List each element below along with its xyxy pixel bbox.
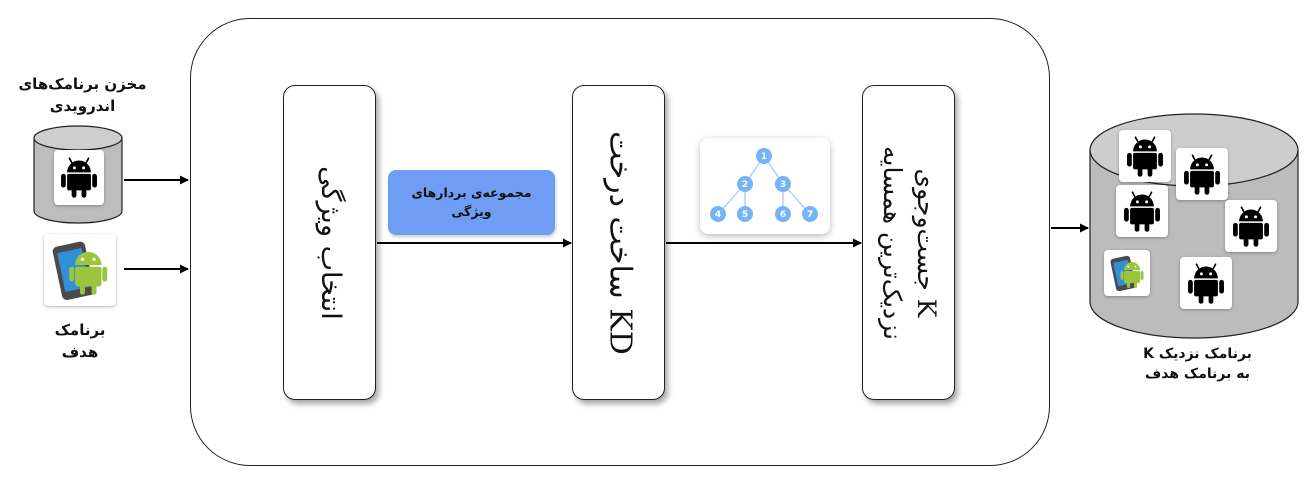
output-app-tile-4 (1225, 200, 1277, 252)
android-icon (1184, 261, 1228, 305)
android-icon (1123, 134, 1167, 178)
tree-graph: 1 2 3 4 5 6 7 (710, 148, 818, 222)
output-label: K برنامک نزدیک به برنامک هدف (1143, 346, 1252, 383)
tree-node-label-2: 2 (742, 180, 748, 190)
kd-tree-stage: ساخت درخت KD (572, 85, 665, 400)
tree-node-7 (802, 206, 818, 222)
output-app-tile-3 (1116, 185, 1168, 237)
tree-node-label-6: 6 (780, 210, 786, 220)
target-app-label: برنامک هدف (54, 321, 106, 361)
output-app-tile-1 (1119, 130, 1171, 182)
android-icon (1120, 189, 1164, 233)
repository-app-tile (54, 150, 104, 205)
tree-node-2 (737, 176, 753, 192)
repository-title: مخزن برنامک‌های اندرویدی (18, 75, 147, 115)
tree-node-1 (756, 148, 772, 164)
android-icon (1180, 152, 1224, 196)
feature-selection-stage: انتخاب ویژگی (283, 85, 376, 400)
tree-node-5 (737, 206, 753, 222)
tree-node-3 (775, 176, 791, 192)
output-app-tile-5 (1180, 257, 1232, 309)
android-phone-icon (1107, 253, 1147, 293)
tree-node-label-5: 5 (742, 210, 748, 220)
tree-node-label-7: 7 (807, 210, 813, 220)
tree-node-label-3: 3 (780, 180, 786, 190)
tree-node-label-4: 4 (715, 210, 721, 220)
output-app-tile-2 (1176, 148, 1228, 200)
android-icon (1229, 204, 1273, 248)
knn-search-stage: جست‌وجوی K نزدیک‌ترین همسایه (862, 85, 955, 400)
tree-node-4 (710, 206, 726, 222)
feature-vectors-box: مجموعه‌ی بردارهای ویژگی (388, 170, 555, 235)
tree-node-label-1: 1 (761, 152, 767, 162)
output-target-app-tile (1104, 250, 1150, 296)
kd-tree-illustration: 1 2 3 4 5 6 7 (700, 138, 830, 234)
pipeline-frame (190, 18, 1050, 466)
target-app-tile (44, 234, 116, 306)
tree-node-6 (775, 206, 791, 222)
